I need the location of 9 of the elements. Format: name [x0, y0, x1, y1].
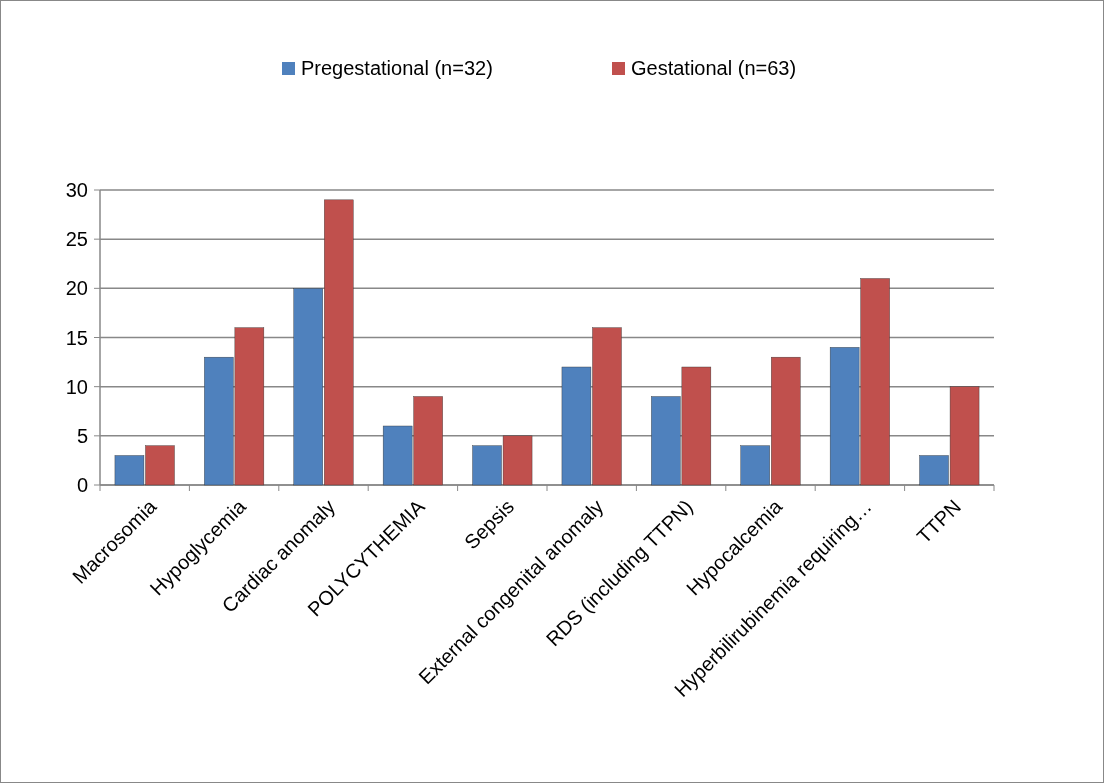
- y-tick-label: 25: [65, 228, 88, 251]
- legend-label: Pregestational (n=32): [301, 57, 493, 79]
- y-tick-label: 0: [76, 474, 88, 496]
- legend-label: Gestational (n=63): [631, 57, 797, 79]
- y-tick-label: 20: [65, 277, 88, 300]
- y-tick-label: 30: [65, 179, 88, 201]
- y-tick-label: 5: [76, 424, 88, 447]
- y-tick-label: 15: [65, 326, 88, 349]
- y-tick-label: 10: [65, 375, 88, 398]
